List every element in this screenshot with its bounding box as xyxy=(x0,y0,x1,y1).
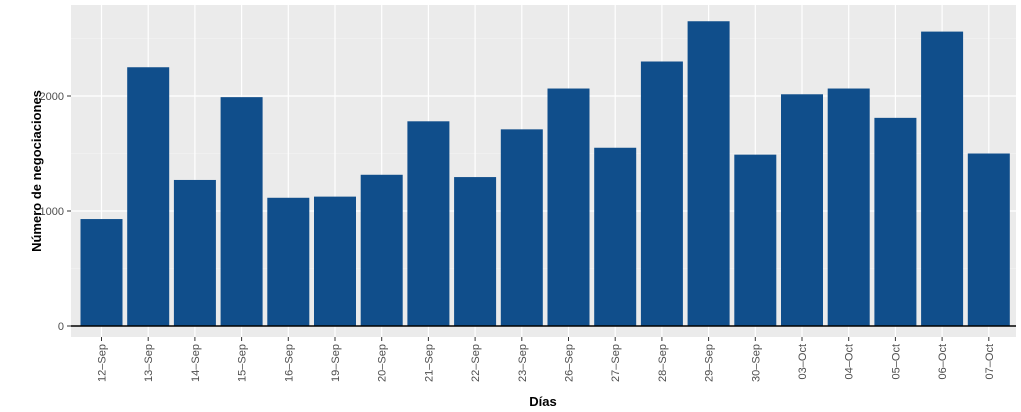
bars xyxy=(80,21,1010,327)
x-tick-label: 26–Sep xyxy=(564,344,576,382)
y-axis-title: Número de negociaciones xyxy=(29,90,44,252)
x-tick-label: 05–Oct xyxy=(890,344,902,379)
x-tick-label: 27–Sep xyxy=(610,344,622,382)
bar xyxy=(781,94,823,327)
x-axis-title: Días xyxy=(529,394,556,409)
bar xyxy=(640,61,683,326)
y-tick-label: 2000 xyxy=(40,91,64,103)
bar xyxy=(267,197,310,326)
bar xyxy=(220,97,263,327)
bar xyxy=(734,154,777,326)
x-tick-label: 19–Sep xyxy=(330,344,342,382)
bar xyxy=(921,31,964,326)
bar xyxy=(827,88,870,327)
x-tick-label: 07–Oct xyxy=(984,344,996,379)
x-axis: 12–Sep 13–Sep 14–Sep 15–Sep 16–Sep 19–Sep 20–S… xyxy=(97,337,996,382)
bar xyxy=(454,177,497,326)
bar xyxy=(874,117,917,326)
bar xyxy=(967,153,1010,326)
bar xyxy=(547,88,590,327)
bar xyxy=(687,21,730,326)
x-tick-label: 22–Sep xyxy=(470,344,482,382)
x-tick-label: 13–Sep xyxy=(143,344,155,382)
x-tick-label: 23–Sep xyxy=(517,344,529,382)
y-axis: 0 1000 2000 xyxy=(40,91,71,333)
bar xyxy=(80,219,123,326)
bar xyxy=(314,196,356,326)
x-tick-label: 28–Sep xyxy=(657,344,669,382)
bar xyxy=(173,179,216,326)
x-tick-label: 30–Sep xyxy=(750,344,762,382)
x-tick-label: 03–Oct xyxy=(797,344,809,379)
y-tick-label: 1000 xyxy=(40,206,64,218)
x-tick-label: 15–Sep xyxy=(237,344,249,382)
x-tick-label: 14–Sep xyxy=(190,344,202,382)
x-tick-label: 06–Oct xyxy=(937,344,949,379)
bar xyxy=(407,121,450,326)
bar xyxy=(594,147,637,326)
x-tick-label: 12–Sep xyxy=(97,344,109,382)
bar xyxy=(360,174,403,326)
x-tick-label: 21–Sep xyxy=(423,344,435,382)
bar xyxy=(500,129,543,326)
x-tick-label: 16–Sep xyxy=(283,344,295,382)
x-tick-label: 29–Sep xyxy=(704,344,716,382)
x-tick-label: 20–Sep xyxy=(377,344,389,382)
x-tick-label: 04–Oct xyxy=(844,344,856,379)
bar xyxy=(127,67,170,326)
y-tick-label: 0 xyxy=(58,321,64,333)
